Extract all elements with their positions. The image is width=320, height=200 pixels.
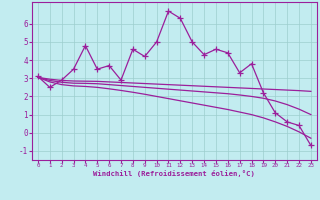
X-axis label: Windchill (Refroidissement éolien,°C): Windchill (Refroidissement éolien,°C) — [93, 170, 255, 177]
